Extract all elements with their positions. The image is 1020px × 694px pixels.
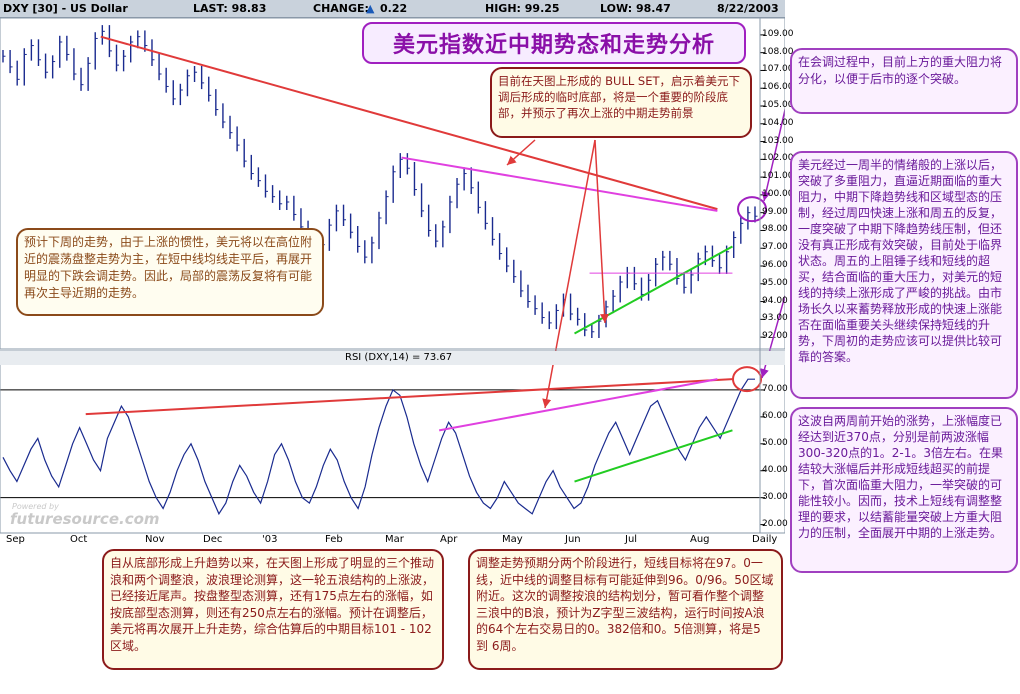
price-tick-label: 92.00 <box>762 331 788 342</box>
price-tick-label: 100.00 <box>762 188 794 199</box>
trendline-rsi-magenta <box>438 378 718 432</box>
x-tick-label: Nov <box>145 534 165 545</box>
note-bull-set: 目前在天图上形成的 BULL SET，启示着美元下调后形成的临时底部，将是一个重… <box>490 67 752 138</box>
x-tick-label: Jul <box>625 534 638 545</box>
note-two-weeks: 这波自两周前开始的涨势，上涨幅度已经达到近370点，分别是前两波涨幅300-32… <box>790 407 1018 573</box>
price-tick-label: 96.00 <box>762 260 788 270</box>
rsi-tick-label: 20.00 <box>762 518 788 529</box>
change-value: 0.22 <box>380 2 408 15</box>
symbol-label: DXY [30] - US Dollar <box>3 2 128 15</box>
rsi-tick-label: 60.00 <box>762 410 788 421</box>
note-next-week: 预计下周的走势，由于上涨的惯性，美元将以在高位附近的震荡盘整走势为主，在短中线均… <box>16 228 324 316</box>
last-price: LAST: 98.83 <box>193 2 267 15</box>
note-bull-set-text: 目前在天图上形成的 BULL SET，启示着美元下调后形成的临时底部，将是一个重… <box>498 74 741 120</box>
rsi-tick-label: 30.00 <box>762 491 788 502</box>
x-tick-label: May <box>502 534 523 545</box>
x-tick-label: Sep <box>6 534 25 545</box>
change-up-icon: ▲ <box>366 2 375 15</box>
price-tick-label: 97.00 <box>762 242 788 253</box>
price-tick-label: 106.00 <box>762 82 794 93</box>
x-tick-label: Feb <box>325 534 343 545</box>
arrow-bull-set-3 <box>594 139 610 324</box>
note-resistance: 在会调过程中，目前上方的重大阻力将分化，以便于后市的逐个突破。 <box>790 48 1018 114</box>
x-tick-label: Daily <box>752 534 778 545</box>
price-tick-label: 102.00 <box>762 153 794 164</box>
chart-header: DXY [30] - US Dollar LAST: 98.83 CHANGE:… <box>0 0 785 18</box>
trendline-rsi-red <box>85 378 733 416</box>
note-week-breakout-text: 美元经过一周半的情绪般的上涨以后，突破了多重阻力，直逼近期面临的重大阻力，中期下… <box>798 158 1003 364</box>
x-tick-label: Dec <box>203 534 223 545</box>
price-tick-label: 105.00 <box>762 100 794 110</box>
price-tick-label: 109.00 <box>762 28 794 39</box>
price-tick-label: 103.00 <box>762 135 794 146</box>
price-highlight-circle <box>737 196 767 223</box>
price-tick-label: 93.00 <box>762 313 788 324</box>
header-date: 8/22/2003 <box>717 2 779 15</box>
x-tick-label: '03 <box>262 534 278 545</box>
watermark-small: Powered by <box>12 502 59 511</box>
high-price: HIGH: 99.25 <box>485 2 560 15</box>
price-tick-label: 107.00 <box>762 64 794 75</box>
arrow-resistance <box>761 106 785 202</box>
note-correction: 调整走势预期分两个阶段进行，短线目标将在97。0一线，近中线的调整目标有可能延伸… <box>468 549 783 670</box>
trendline-mid-term-downtrend <box>100 35 718 211</box>
rsi-highlight-circle <box>732 366 762 393</box>
x-tick-label: Jun <box>565 534 581 545</box>
trendline-rsi-green <box>574 429 733 483</box>
note-resistance-text: 在会调过程中，目前上方的重大阻力将分化，以便于后市的逐个突破。 <box>798 55 1003 86</box>
rsi-tick-label: 70.00 <box>762 383 788 394</box>
rsi-line <box>2 378 755 516</box>
x-tick-label: Apr <box>440 534 458 545</box>
price-tick-label: 101.00 <box>762 171 794 182</box>
price-tick-label: 94.00 <box>762 295 788 306</box>
price-tick-label: 98.00 <box>762 224 788 235</box>
note-wave: 自从底部形成上升趋势以来，在天图上形成了明显的三个推动浪和两个调整浪，波浪理论测… <box>102 549 444 670</box>
price-tick-label: 108.00 <box>762 46 794 57</box>
trendline-upper-pattern <box>401 156 718 212</box>
price-tick-label: 104.00 <box>762 117 794 128</box>
x-tick-label: Mar <box>385 534 404 545</box>
note-next-week-text: 预计下周的走势，由于上涨的惯性，美元将以在高位附近的震荡盘整走势为主，在短中线均… <box>24 235 313 300</box>
x-tick-label: Aug <box>690 534 710 545</box>
price-tick-label: 99.00 <box>762 206 788 217</box>
note-wave-text: 自从底部形成上升趋势以来，在天图上形成了明显的三个推动浪和两个调整浪，波浪理论测… <box>110 556 435 653</box>
low-price: LOW: 98.47 <box>600 2 671 15</box>
note-two-weeks-text: 这波自两周前开始的涨势，上涨幅度已经达到近370点，分别是前两波涨幅300-32… <box>798 414 1004 540</box>
watermark-text: futuresource.com <box>10 510 160 528</box>
price-tick-label: 95.00 <box>762 277 788 288</box>
rsi-title-bar <box>0 351 785 365</box>
x-tick-label: Oct <box>70 534 88 545</box>
arrow-bull-set-1 <box>506 139 536 166</box>
change-label: CHANGE: <box>313 2 369 15</box>
note-correction-text: 调整走势预期分两个阶段进行，短线目标将在97。0一线，近中线的调整目标有可能延伸… <box>476 556 774 653</box>
rsi-tick-label: 40.00 <box>762 464 788 475</box>
note-week-breakout: 美元经过一周半的情绪般的上涨以后，突破了多重阻力，直逼近期面临的重大阻力，中期下… <box>790 151 1018 399</box>
chart-title: 美元指数近中期势态和走势分析 <box>362 22 746 64</box>
rsi-label: RSI (DXY,14) = 73.67 <box>345 352 453 363</box>
price-panel-frame <box>0 18 785 350</box>
watermark: Powered by futuresource.com <box>10 502 160 528</box>
rsi-tick-label: 50.00 <box>762 437 788 448</box>
